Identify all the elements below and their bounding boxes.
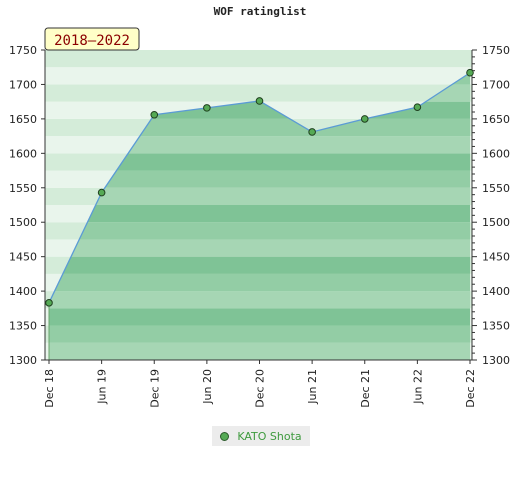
- y-tick-label-right: 1500: [482, 216, 510, 229]
- x-tick-label: Dec 18: [43, 369, 56, 408]
- y-tick-label-left: 1600: [9, 147, 37, 160]
- y-tick-label-right: 1650: [482, 113, 510, 126]
- chart-title: WOF ratinglist: [213, 5, 307, 18]
- area-band: [49, 273, 470, 292]
- area-band: [49, 325, 470, 343]
- area-band: [49, 118, 470, 137]
- background-band: [45, 50, 472, 68]
- y-tick-label-right: 1700: [482, 78, 510, 91]
- y-tick-label-right: 1300: [482, 354, 510, 367]
- y-tick-label-left: 1350: [9, 320, 37, 333]
- data-points: [45, 68, 474, 307]
- y-tick-label-left: 1550: [9, 182, 37, 195]
- data-point: [413, 103, 422, 111]
- y-tick-label-right: 1600: [482, 147, 510, 160]
- y-tick-label-right: 1350: [482, 320, 510, 333]
- y-tick-label-right: 1750: [482, 44, 510, 57]
- area-band: [49, 222, 470, 240]
- x-tick-label: Dec 21: [359, 369, 372, 408]
- background-band: [45, 67, 472, 85]
- x-tick-label: Jun 21: [306, 369, 319, 405]
- background-band: [45, 84, 472, 102]
- y-tick-label-left: 1700: [9, 78, 37, 91]
- x-tick-label: Dec 22: [464, 369, 477, 408]
- y-tick-label-left: 1500: [9, 216, 37, 229]
- area-band: [49, 136, 470, 154]
- y-tick-label-left: 1450: [9, 251, 37, 264]
- x-tick-label: Jun 22: [411, 369, 424, 405]
- period-label: 2018–2022: [54, 33, 130, 49]
- x-tick-label: Jun 20: [201, 369, 214, 405]
- legend-label: KATO Shota: [237, 429, 302, 443]
- data-point: [466, 68, 474, 77]
- data-point: [255, 97, 264, 105]
- legend: KATO Shota: [212, 426, 310, 446]
- data-point: [97, 188, 106, 197]
- y-tick-label-right: 1550: [482, 182, 510, 195]
- area-band: [49, 170, 470, 188]
- data-point: [45, 299, 53, 307]
- area-band: [49, 308, 470, 326]
- y-tick-label-left: 1750: [9, 44, 37, 57]
- area-band: [49, 256, 470, 274]
- x-tick-label: Dec 20: [254, 369, 267, 408]
- area-band: [49, 153, 470, 171]
- data-point: [308, 128, 316, 136]
- y-tick-label-left: 1400: [9, 285, 37, 298]
- y-tick-label-right: 1400: [482, 285, 510, 298]
- area-band: [49, 205, 470, 223]
- data-point: [360, 115, 369, 123]
- area-band: [49, 342, 470, 360]
- x-tick-label: Dec 19: [148, 369, 161, 408]
- x-tick-label: Jun 19: [96, 369, 109, 405]
- y-tick-label-left: 1300: [9, 354, 37, 367]
- area-band: [49, 239, 470, 257]
- data-point: [203, 104, 211, 112]
- legend-marker-icon: [220, 431, 230, 441]
- data-point: [150, 110, 159, 119]
- axes: [41, 49, 477, 364]
- period-label-box: 2018–2022: [44, 27, 140, 51]
- area-band: [49, 187, 470, 205]
- area-band: [49, 291, 470, 309]
- y-tick-label-right: 1450: [482, 251, 510, 264]
- y-tick-label-left: 1650: [9, 113, 37, 126]
- tick-labels: 1300 1300 1350 1350 1400 1400 1450 1450 1500 1500…: [9, 44, 510, 408]
